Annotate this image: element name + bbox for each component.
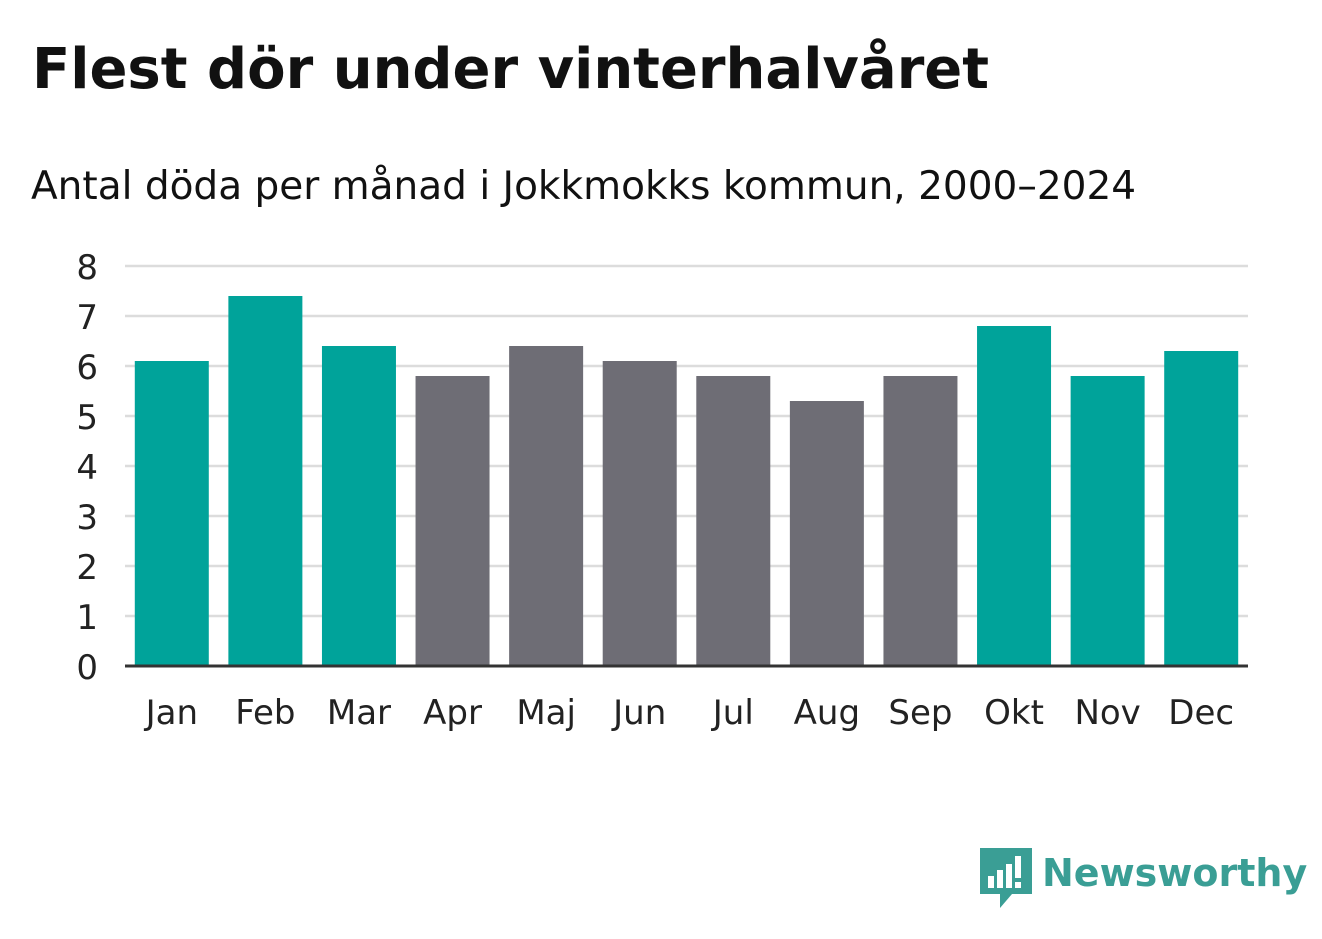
bar-okt [977, 326, 1052, 666]
bars [134, 296, 1239, 666]
x-tick-label: Sep [888, 693, 952, 733]
newsworthy-logo: Newsworthy [980, 848, 1307, 910]
x-tick-label: Jan [144, 693, 198, 733]
y-tick-label: 7 [76, 298, 98, 338]
x-tick-label: Aug [794, 693, 860, 733]
newsworthy-logo-icon [980, 848, 1032, 908]
bar-dec [1164, 351, 1239, 666]
y-tick-label: 0 [76, 648, 98, 688]
x-tick-label: Jul [711, 693, 754, 733]
bar-mar [321, 346, 396, 666]
chart-title: Flest dör under vinterhalvåret [32, 37, 990, 102]
y-tick-label: 2 [76, 548, 98, 588]
bar-nov [1070, 376, 1145, 666]
x-tick-labels: Jan Feb Mar Apr Maj Jun Jul Aug Sep Okt Nov Dec [144, 693, 1235, 733]
y-tick-label: 3 [76, 498, 98, 538]
bar-aug [789, 401, 864, 666]
bar-maj [509, 346, 584, 666]
bar-jul [696, 376, 771, 666]
y-tick-label: 4 [76, 448, 98, 488]
x-tick-label: Maj [516, 693, 576, 733]
bar-apr [415, 376, 490, 666]
y-tick-label: 8 [76, 248, 98, 288]
brand-name: Newsworthy [1042, 851, 1308, 895]
x-tick-label: Dec [1168, 693, 1234, 733]
y-tick-label: 5 [76, 398, 98, 438]
x-tick-label: Mar [327, 693, 391, 733]
bar-feb [228, 296, 303, 666]
gridlines [125, 264, 1248, 618]
chart-subtitle: Antal döda per månad i Jokkmokks kommun,… [31, 164, 1137, 209]
y-tick-label: 1 [76, 598, 98, 638]
bar-sep [883, 376, 958, 666]
x-tick-label: Nov [1074, 693, 1140, 733]
bar-jun [602, 361, 677, 666]
x-tick-label: Jun [611, 693, 666, 733]
x-tick-label: Apr [423, 693, 482, 733]
bar-jan [134, 361, 209, 666]
y-tick-label: 6 [76, 348, 98, 388]
x-tick-label: Okt [984, 693, 1044, 733]
y-tick-labels: 0 1 2 3 4 5 6 7 8 [76, 248, 98, 688]
x-tick-label: Feb [235, 693, 295, 733]
